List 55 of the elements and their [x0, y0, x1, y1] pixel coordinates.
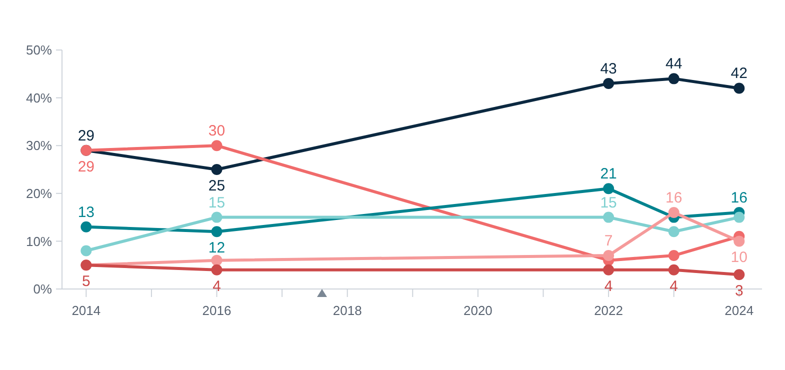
point: [734, 236, 745, 247]
data-label: 30: [208, 122, 226, 140]
data-label: 5: [82, 273, 90, 290]
data-label: 4: [670, 278, 678, 295]
y-tick-label: 0%: [33, 282, 52, 297]
point: [80, 221, 92, 232]
data-label: 7: [604, 232, 613, 250]
point: [668, 250, 680, 262]
data-label: 29: [78, 158, 95, 176]
x-tick-label: 2014: [72, 303, 101, 318]
data-label: 42: [730, 65, 748, 82]
point: [734, 212, 745, 223]
data-label: 43: [600, 60, 617, 78]
point: [603, 183, 614, 194]
point: [603, 264, 614, 276]
point: [603, 212, 614, 223]
y-tick-label: 50%: [26, 42, 52, 58]
point: [668, 73, 680, 84]
data-label: 21: [600, 166, 617, 183]
data-label: 25: [208, 178, 226, 194]
point: [668, 207, 680, 218]
data-label: 15: [600, 194, 617, 212]
y-tick-label: 10%: [26, 234, 52, 249]
point: [603, 78, 614, 89]
point: [211, 226, 222, 238]
y-tick-label: 30%: [26, 138, 52, 154]
data-label: 29: [78, 127, 95, 144]
point: [734, 269, 745, 280]
x-tick-label: 2022: [594, 303, 624, 318]
x-tick-label: 2020: [463, 303, 492, 318]
point: [668, 264, 680, 276]
x-tick-label: 2016: [202, 303, 232, 318]
point: [734, 82, 745, 94]
point: [211, 254, 222, 266]
data-label: 13: [78, 204, 95, 221]
point: [603, 250, 614, 262]
data-label: 10: [730, 249, 748, 266]
data-label: 15: [208, 194, 226, 212]
x-tick-label: 2018: [332, 303, 362, 318]
point: [211, 140, 222, 152]
data-label: 4: [212, 278, 221, 295]
x-tick-label: 2024: [724, 303, 754, 318]
point: [211, 164, 222, 175]
data-label: 12: [208, 240, 226, 257]
data-label: 16: [730, 190, 748, 207]
point: [211, 264, 222, 276]
y-tick-label: 20%: [26, 186, 52, 201]
data-label: 16: [666, 190, 682, 207]
data-label: 44: [666, 56, 682, 73]
data-label: 3: [734, 282, 744, 300]
point: [80, 245, 92, 256]
y-tick-label: 40%: [26, 90, 52, 106]
point: [211, 212, 222, 223]
point: [668, 226, 680, 238]
data-label: 4: [604, 278, 613, 295]
